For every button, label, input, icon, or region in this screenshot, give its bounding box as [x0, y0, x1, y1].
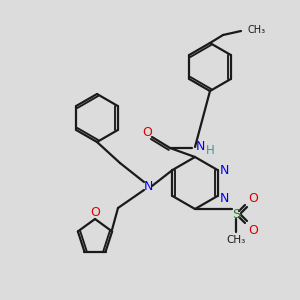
Text: N: N	[220, 164, 229, 176]
Text: N: N	[196, 140, 206, 154]
Text: S: S	[232, 208, 240, 220]
Text: O: O	[248, 191, 258, 205]
Text: H: H	[206, 143, 215, 157]
Text: CH₃: CH₃	[226, 235, 246, 245]
Text: N: N	[220, 191, 229, 205]
Text: N: N	[143, 179, 153, 193]
Text: O: O	[142, 127, 152, 140]
Text: O: O	[248, 224, 258, 236]
Text: O: O	[90, 206, 100, 220]
Text: CH₃: CH₃	[248, 25, 266, 35]
